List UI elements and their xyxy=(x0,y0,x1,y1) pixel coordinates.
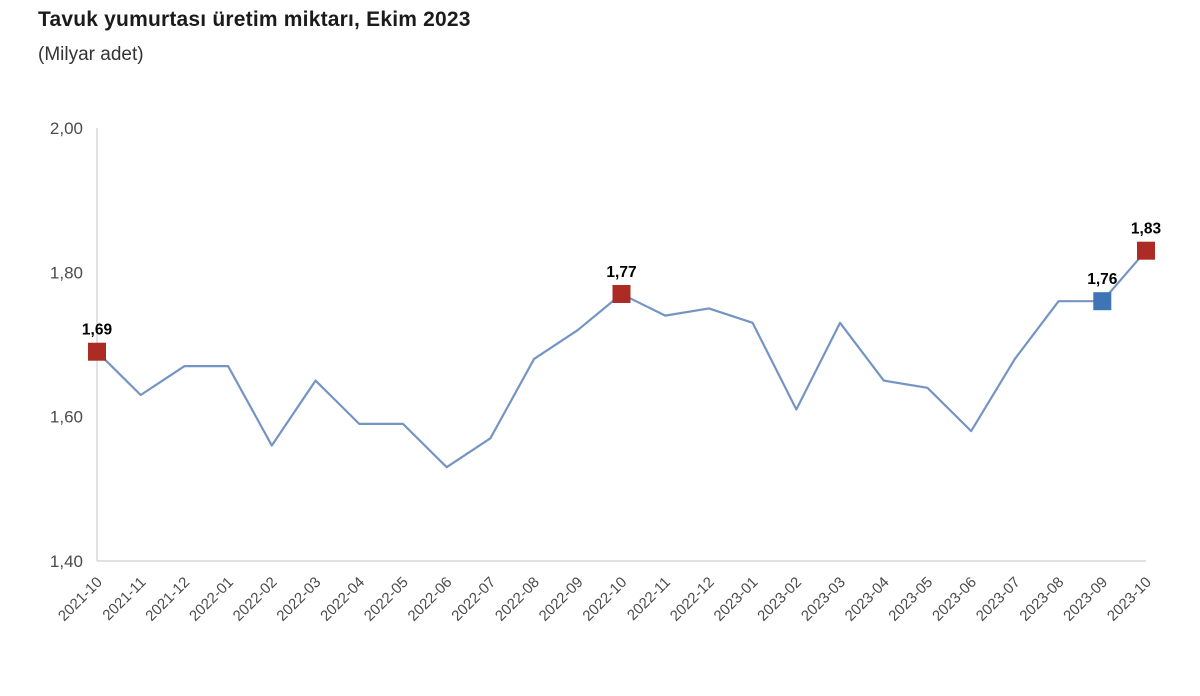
x-tick-label: 2022-01 xyxy=(186,574,237,625)
x-tick-label: 2023-03 xyxy=(798,574,849,625)
y-tick-label: 1,60 xyxy=(50,408,83,427)
marker-2021-10 xyxy=(88,342,106,361)
x-tick-label: 2023-09 xyxy=(1060,574,1111,625)
x-tick-label: 2023-06 xyxy=(929,574,980,625)
x-tick-label: 2021-11 xyxy=(99,574,149,624)
x-tick-label: 2021-12 xyxy=(142,574,193,625)
x-tick-label: 2023-08 xyxy=(1016,574,1067,625)
marker-2023-10 xyxy=(1137,241,1155,260)
x-tick-label: 2022-06 xyxy=(405,574,456,625)
data-label-2023-09: 1,76 xyxy=(1087,271,1118,288)
x-tick-label: 2023-07 xyxy=(973,574,1024,625)
data-label-2022-10: 1,77 xyxy=(606,264,636,281)
x-tick-label: 2022-09 xyxy=(536,574,587,625)
data-label-2021-10: 1,69 xyxy=(82,322,113,339)
marker-2023-09 xyxy=(1093,292,1112,311)
x-tick-label: 2023-01 xyxy=(710,574,761,625)
marker-2022-10 xyxy=(612,284,631,303)
x-tick-label: 2022-03 xyxy=(273,574,324,625)
x-tick-label: 2022-10 xyxy=(579,574,630,625)
x-tick-label: 2021-10 xyxy=(55,574,106,625)
x-tick-label: 2022-07 xyxy=(448,574,499,625)
x-tick-label: 2022-11 xyxy=(624,574,674,624)
data-line xyxy=(95,249,1148,469)
y-tick-label: 1,80 xyxy=(50,263,83,282)
x-tick-label: 2023-04 xyxy=(842,574,893,625)
x-tick-label: 2023-02 xyxy=(754,574,805,625)
data-label-2023-10: 1,83 xyxy=(1131,221,1162,238)
y-tick-label: 1,40 xyxy=(50,552,83,571)
y-tick-label: 2,00 xyxy=(50,119,83,138)
x-tick-label: 2023-05 xyxy=(885,574,936,625)
x-tick-label: 2022-08 xyxy=(492,574,543,625)
chart-title: Tavuk yumurtası üretim miktarı, Ekim 202… xyxy=(38,8,471,31)
chart-subtitle: (Milyar adet) xyxy=(38,44,144,65)
x-tick-label: 2022-02 xyxy=(230,574,281,625)
x-tick-label: 2022-04 xyxy=(317,574,368,625)
x-tick-label: 2023-10 xyxy=(1104,574,1155,625)
x-tick-label: 2022-12 xyxy=(667,574,718,625)
x-tick-label: 2022-05 xyxy=(361,574,412,625)
